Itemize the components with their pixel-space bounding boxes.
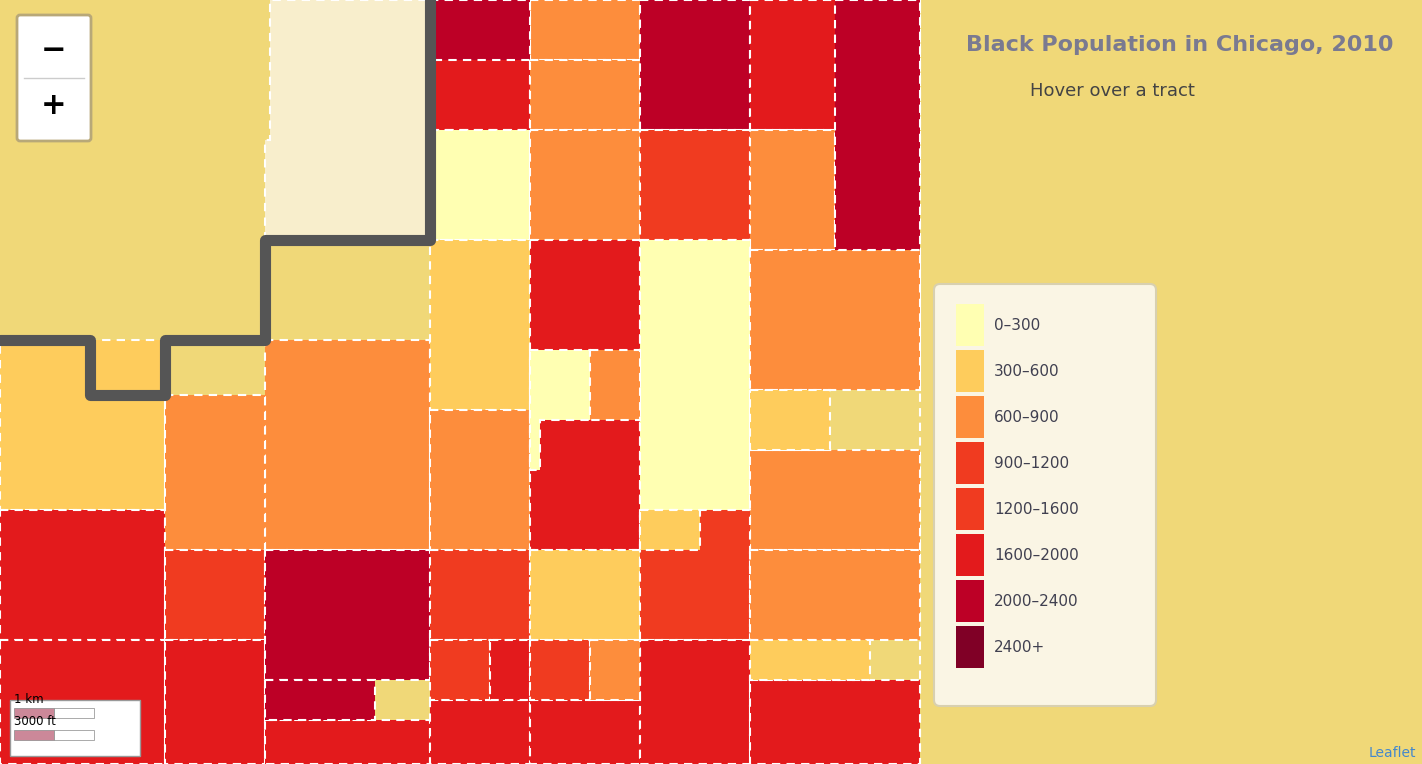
Polygon shape <box>165 395 264 550</box>
Text: Black Population in Chicago, 2010: Black Population in Chicago, 2010 <box>967 35 1394 55</box>
Text: 1600–2000: 1600–2000 <box>994 548 1079 562</box>
Polygon shape <box>835 0 920 250</box>
Bar <box>10 700 139 756</box>
Bar <box>956 304 984 346</box>
Polygon shape <box>530 130 640 240</box>
Polygon shape <box>530 0 640 60</box>
Polygon shape <box>429 550 530 640</box>
Polygon shape <box>165 640 264 764</box>
Bar <box>956 350 984 392</box>
Polygon shape <box>640 130 749 240</box>
Polygon shape <box>429 0 530 60</box>
Polygon shape <box>749 250 920 390</box>
Polygon shape <box>530 240 640 550</box>
Polygon shape <box>749 550 920 640</box>
Polygon shape <box>749 640 870 680</box>
Polygon shape <box>0 0 920 764</box>
Bar <box>54 708 94 718</box>
Bar <box>956 396 984 438</box>
Polygon shape <box>0 640 165 764</box>
Polygon shape <box>429 240 530 410</box>
Polygon shape <box>0 510 165 640</box>
Polygon shape <box>264 340 429 550</box>
Bar <box>956 580 984 622</box>
Polygon shape <box>590 350 640 420</box>
Polygon shape <box>530 350 590 470</box>
Polygon shape <box>429 0 530 130</box>
Polygon shape <box>749 680 920 764</box>
Bar <box>956 626 984 668</box>
Text: 900–1200: 900–1200 <box>994 455 1069 471</box>
Polygon shape <box>749 450 920 550</box>
Polygon shape <box>530 550 640 640</box>
Bar <box>14 708 54 718</box>
Polygon shape <box>590 640 640 700</box>
Bar <box>956 442 984 484</box>
Bar <box>14 730 54 740</box>
Polygon shape <box>530 700 640 764</box>
Polygon shape <box>264 0 429 240</box>
Polygon shape <box>264 550 429 680</box>
Polygon shape <box>264 680 375 720</box>
Polygon shape <box>491 640 530 700</box>
Bar <box>956 534 984 576</box>
Polygon shape <box>640 510 749 640</box>
Text: 3000 ft: 3000 ft <box>14 715 55 728</box>
Polygon shape <box>640 0 749 130</box>
Bar <box>54 730 94 740</box>
Text: −: − <box>41 36 67 65</box>
Polygon shape <box>264 720 429 764</box>
Text: Leaflet: Leaflet <box>1368 746 1416 760</box>
Polygon shape <box>0 340 165 510</box>
Text: 600–900: 600–900 <box>994 410 1059 425</box>
Polygon shape <box>429 410 530 550</box>
Polygon shape <box>749 390 830 450</box>
Polygon shape <box>530 640 590 700</box>
Text: 300–600: 300–600 <box>994 364 1059 378</box>
FancyBboxPatch shape <box>17 15 91 141</box>
Polygon shape <box>749 0 920 180</box>
FancyBboxPatch shape <box>934 284 1156 706</box>
Text: 1200–1600: 1200–1600 <box>994 501 1079 516</box>
Polygon shape <box>640 640 749 764</box>
Bar <box>956 488 984 530</box>
Polygon shape <box>530 60 640 130</box>
Text: Hover over a tract: Hover over a tract <box>1030 82 1194 100</box>
Text: 1 km: 1 km <box>14 693 44 706</box>
Polygon shape <box>165 550 264 640</box>
Text: 0–300: 0–300 <box>994 318 1041 332</box>
Text: 2000–2400: 2000–2400 <box>994 594 1079 608</box>
Polygon shape <box>749 130 835 250</box>
Polygon shape <box>640 240 749 510</box>
Text: 2400+: 2400+ <box>994 639 1045 655</box>
Polygon shape <box>429 640 491 700</box>
Polygon shape <box>429 130 530 240</box>
Polygon shape <box>640 510 700 550</box>
Polygon shape <box>429 700 530 764</box>
Text: +: + <box>41 91 67 120</box>
